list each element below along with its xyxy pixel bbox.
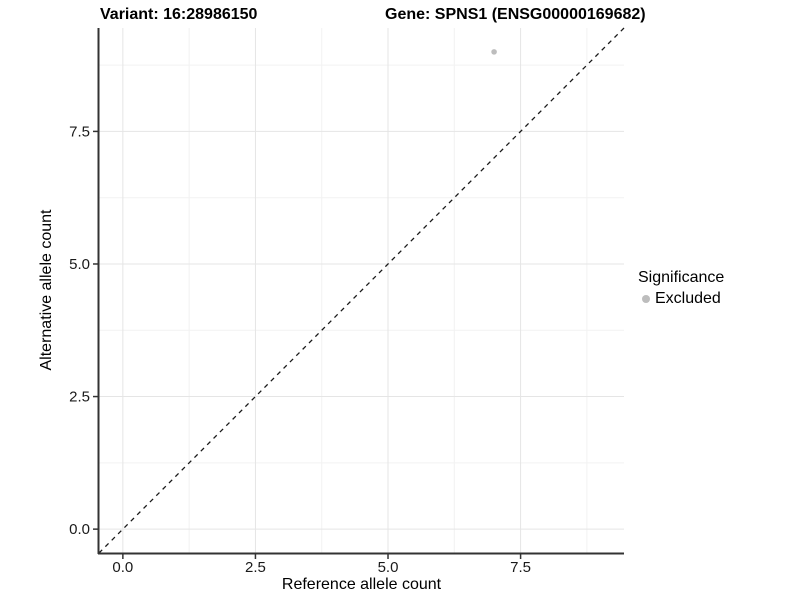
legend-title: Significance: [638, 269, 725, 286]
y-tick-label: 0.0: [69, 521, 90, 538]
y-tick-label: 2.5: [69, 389, 90, 406]
x-axis-label: Reference allele count: [281, 576, 442, 593]
legend-item-label: Excluded: [655, 290, 721, 307]
plot-title-gene: Gene: SPNS1 (ENSG00000169682): [385, 6, 646, 23]
legend-point-icon: [642, 295, 650, 303]
x-tick-label: 5.0: [378, 559, 399, 576]
y-tick-label: 7.5: [69, 123, 90, 140]
data-point: [491, 49, 497, 55]
plot-title-variant: Variant: 16:28986150: [100, 6, 258, 23]
x-tick-label: 7.5: [510, 559, 531, 576]
legend-item-excluded: Excluded: [638, 290, 724, 308]
x-tick-label: 0.0: [112, 559, 133, 576]
legend: Significance Excluded: [638, 269, 724, 308]
identity-line: [98, 27, 625, 554]
y-tick-label: 5.0: [69, 256, 90, 273]
x-tick-label: 2.5: [245, 559, 266, 576]
